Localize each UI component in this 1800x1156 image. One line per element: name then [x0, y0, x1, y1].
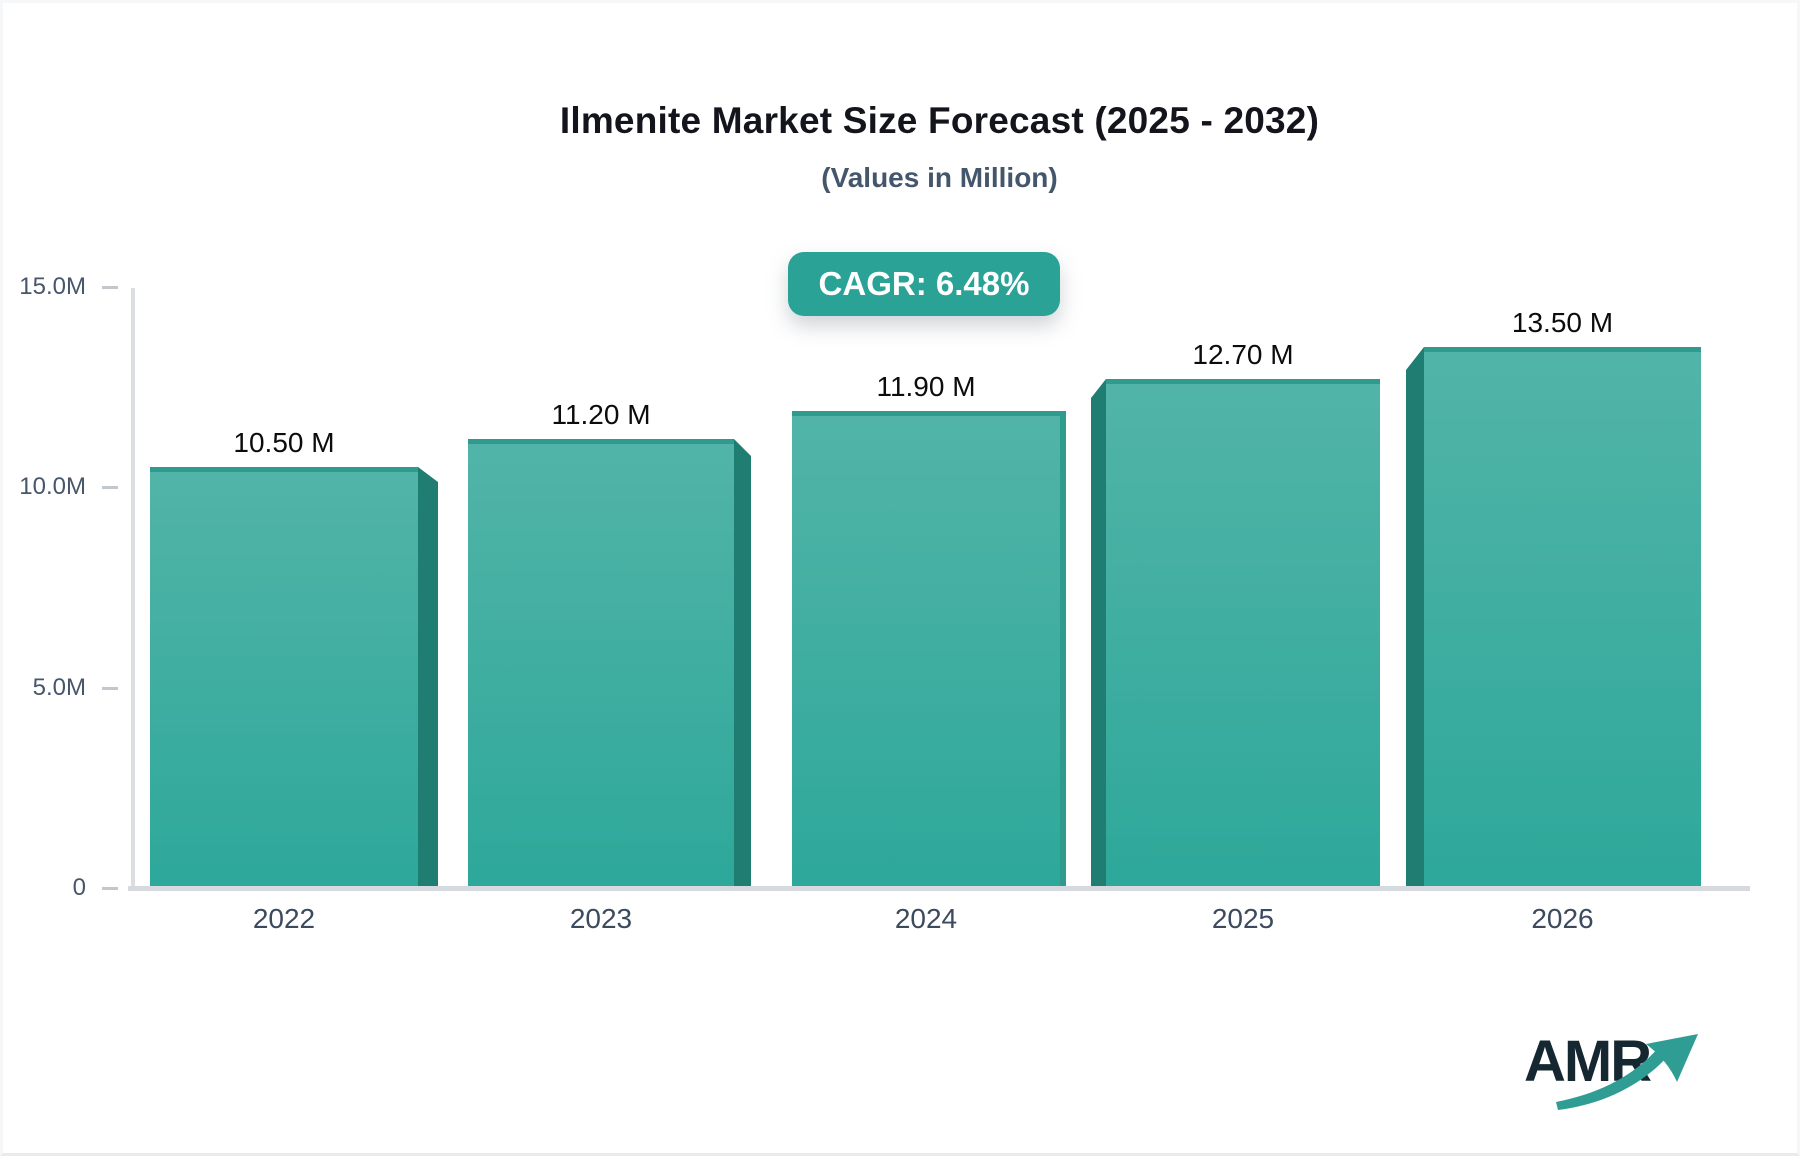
chart-title: Ilmenite Market Size Forecast (2025 - 20… — [559, 100, 1320, 141]
bar-value-label: 13.50 M — [1511, 307, 1614, 338]
bar-side-face — [734, 439, 751, 886]
y-axis-tick — [102, 686, 118, 690]
cagr-badge-label: CAGR: 6.48% — [818, 265, 1030, 302]
bar-side-face — [1406, 347, 1424, 886]
y-axis-line — [131, 288, 135, 889]
y-axis-tick — [102, 486, 118, 490]
chart-subtitle: (Values in Million) — [821, 162, 1058, 193]
bar-value-label: 10.50 M — [233, 427, 335, 458]
bar-2022 — [150, 467, 418, 886]
bar-2023 — [468, 439, 734, 886]
bar-value-label: 11.90 M — [876, 371, 976, 402]
bar-side-face — [1091, 379, 1106, 886]
amr-logo: AMR — [1524, 1028, 1734, 1138]
y-axis-tick — [102, 887, 118, 890]
y-axis-tick-label: 10.0M — [19, 473, 86, 501]
x-axis-category-label: 2023 — [569, 903, 633, 934]
x-axis-category-label: 2026 — [1531, 903, 1594, 934]
growth-arrow-icon — [1556, 1034, 1698, 1110]
y-axis-tick-label: 0 — [72, 874, 86, 901]
bar-2024 — [792, 411, 1060, 886]
y-axis-tick-label: 15.0M — [19, 273, 86, 300]
x-axis-category-label: 2025 — [1211, 903, 1275, 934]
x-axis-line — [128, 886, 1750, 891]
bar-value-label: 11.20 M — [551, 399, 651, 430]
x-axis-category-label: 2022 — [252, 903, 316, 934]
bar-right-edge — [1060, 411, 1066, 886]
bar-side-face — [418, 467, 438, 886]
bar-2026 — [1424, 347, 1701, 886]
bar-2025 — [1106, 379, 1380, 886]
bar-value-label: 12.70 M — [1192, 339, 1294, 370]
x-axis-category-label: 2024 — [894, 903, 958, 934]
y-axis-tick-label: 5.0M — [32, 673, 86, 701]
y-axis-tick — [102, 286, 118, 289]
cagr-badge: CAGR: 6.48% — [788, 252, 1060, 316]
